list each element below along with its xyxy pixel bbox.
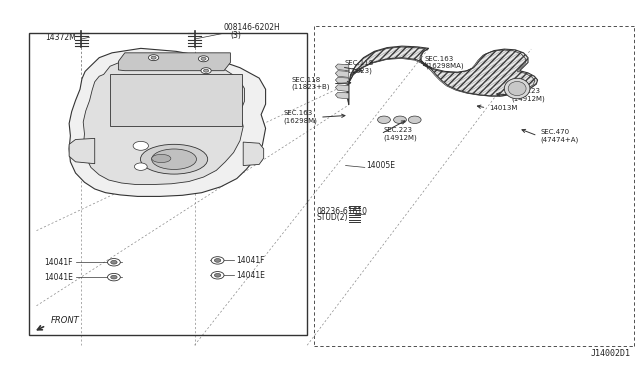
Polygon shape <box>335 64 349 71</box>
Polygon shape <box>335 77 349 84</box>
Text: STUD(2): STUD(2) <box>317 213 348 222</box>
Circle shape <box>111 275 117 279</box>
Text: 14372M: 14372M <box>45 33 76 42</box>
Circle shape <box>134 163 147 170</box>
Polygon shape <box>110 74 242 126</box>
Text: 14041F: 14041F <box>236 256 265 265</box>
Text: SEC.470
(47474+A): SEC.470 (47474+A) <box>540 129 579 142</box>
Circle shape <box>201 68 211 74</box>
Text: 14041F: 14041F <box>44 258 73 267</box>
Polygon shape <box>69 48 266 196</box>
Text: 14005E: 14005E <box>366 161 395 170</box>
Text: SEC.223
(14912M): SEC.223 (14912M) <box>511 88 545 102</box>
Circle shape <box>111 260 117 264</box>
Text: SEC.118
(11823+B): SEC.118 (11823+B) <box>292 77 330 90</box>
Polygon shape <box>347 46 538 105</box>
Circle shape <box>211 272 224 279</box>
Ellipse shape <box>508 81 526 96</box>
Text: SEC.118
(11823): SEC.118 (11823) <box>344 60 374 74</box>
Circle shape <box>108 259 120 266</box>
Ellipse shape <box>152 149 196 170</box>
Text: 08236-61610: 08236-61610 <box>317 207 368 216</box>
Polygon shape <box>335 92 349 99</box>
Polygon shape <box>335 71 349 77</box>
Text: J14002D1: J14002D1 <box>590 349 630 358</box>
Text: 14041E: 14041E <box>236 271 265 280</box>
Circle shape <box>394 116 406 124</box>
Text: SEC.163
(16298M): SEC.163 (16298M) <box>284 110 317 124</box>
Polygon shape <box>243 142 264 166</box>
Circle shape <box>378 116 390 124</box>
Circle shape <box>408 116 421 124</box>
Ellipse shape <box>141 144 208 174</box>
Polygon shape <box>83 58 244 185</box>
Circle shape <box>214 259 221 262</box>
Text: 14041E: 14041E <box>44 273 73 282</box>
Ellipse shape <box>152 154 171 163</box>
Circle shape <box>211 257 224 264</box>
Text: 008146-6202H: 008146-6202H <box>224 23 281 32</box>
Polygon shape <box>69 138 95 164</box>
Circle shape <box>201 57 206 60</box>
Circle shape <box>214 273 221 277</box>
Circle shape <box>204 69 209 72</box>
Circle shape <box>198 56 209 62</box>
Ellipse shape <box>504 78 530 99</box>
Text: (3): (3) <box>230 31 241 40</box>
Text: FRONT: FRONT <box>51 316 80 325</box>
Circle shape <box>108 273 120 281</box>
Polygon shape <box>335 85 349 92</box>
Text: SEC.223
(14912M): SEC.223 (14912M) <box>383 127 417 141</box>
Circle shape <box>148 55 159 61</box>
Text: 14013M: 14013M <box>489 105 517 111</box>
Text: SEC.163
(16298MA): SEC.163 (16298MA) <box>425 56 463 69</box>
Circle shape <box>151 56 156 59</box>
Circle shape <box>133 141 148 150</box>
Polygon shape <box>118 53 230 71</box>
